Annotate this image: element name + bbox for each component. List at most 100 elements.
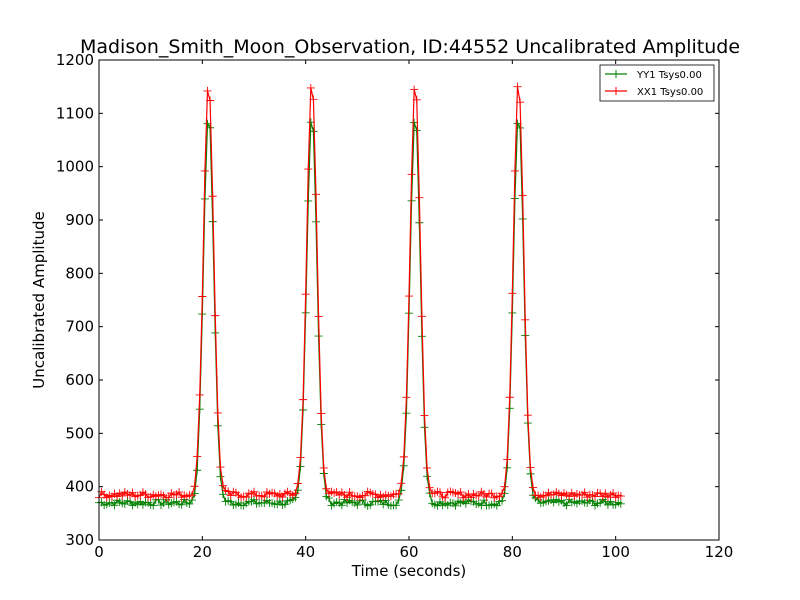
data-point-1-36 (188, 491, 196, 500)
data-point-0-38 (193, 466, 202, 475)
data-point-1-123 (412, 95, 421, 104)
data-point-1-160 (508, 289, 517, 298)
data-point-0-94 (337, 501, 346, 510)
data-point-0-83 (309, 127, 318, 136)
data-point-0-202 (616, 499, 625, 508)
data-point-1-157 (500, 482, 509, 491)
data-point-0-118 (399, 461, 408, 470)
y-tick-label: 500 (65, 424, 94, 442)
data-point-1-116 (394, 490, 403, 499)
data-point-0-6 (110, 501, 119, 510)
data-point-1-40 (198, 292, 207, 301)
x-tick-label: 100 (601, 543, 630, 561)
data-point-1-88 (322, 484, 331, 493)
data-point-1-122 (410, 85, 419, 94)
legend: YY1 Tsys0.00 XX1 Tsys0.00 (599, 64, 715, 102)
data-point-1-81 (304, 165, 313, 174)
data-point-0-123 (412, 126, 421, 135)
data-point-1-163 (516, 98, 525, 107)
data-point-0-78 (296, 462, 305, 471)
data-point-1-188 (580, 488, 589, 497)
data-point-1-82 (306, 83, 315, 92)
data-point-1-84 (312, 190, 320, 199)
data-point-1-125 (417, 312, 426, 321)
y-tick-label: 300 (65, 531, 94, 549)
data-point-1-60 (250, 487, 258, 496)
data-point-1-165 (521, 315, 530, 324)
data-point-1-118 (399, 452, 408, 461)
y-tick-label: 1000 (56, 158, 94, 176)
data-point-1-147 (474, 491, 483, 500)
x-tick-label: 20 (193, 543, 212, 561)
data-point-1-156 (498, 489, 506, 498)
data-point-1-140 (456, 488, 465, 497)
data-point-1-85 (314, 312, 323, 321)
y-tick-label: 400 (65, 478, 94, 496)
data-point-1-79 (299, 395, 308, 404)
y-tick-label: 1200 (56, 51, 94, 69)
y-axis-label: Uncalibrated Amplitude (30, 211, 48, 388)
data-point-1-83 (309, 95, 318, 104)
data-point-1-39 (195, 390, 204, 399)
data-point-1-38 (193, 452, 202, 461)
legend-marker-1 (612, 87, 620, 95)
data-point-1-121 (407, 170, 416, 179)
data-point-1-103 (361, 491, 370, 500)
data-point-1-46 (213, 408, 222, 417)
data-point-1-126 (420, 411, 429, 420)
y-tick-label: 600 (65, 371, 94, 389)
axis-ticks: 0 20 40 60 80 100 120 300 400 500 600 700 800 900 1000… (56, 51, 734, 561)
data-point-1-45 (211, 311, 220, 320)
series-line-0 (98, 121, 622, 507)
data-point-1-159 (505, 393, 514, 402)
data-point-1-134 (441, 493, 450, 502)
data-point-1-43 (206, 96, 215, 105)
legend-box (599, 64, 715, 102)
y-tick-label: 1100 (56, 104, 94, 122)
data-point-0-100 (353, 501, 362, 510)
data-point-1-119 (402, 393, 411, 402)
data-point-1-152 (487, 489, 496, 498)
data-point-0-21 (149, 501, 158, 510)
data-point-1-77 (293, 479, 302, 488)
data-point-0-154 (492, 501, 501, 510)
data-point-1-76 (291, 489, 300, 498)
data-point-1-87 (319, 463, 328, 472)
data-point-0-47 (216, 472, 225, 481)
data-point-1-64 (260, 492, 269, 501)
data-point-0-127 (423, 472, 432, 481)
data-point-1-128 (425, 483, 434, 492)
data-point-1-202 (616, 492, 625, 501)
data-point-1-132 (436, 488, 444, 497)
data-point-0-156 (498, 496, 506, 505)
data-point-1-164 (518, 191, 527, 200)
y-tick-label: 900 (65, 211, 94, 229)
data-point-1-41 (200, 166, 209, 175)
data-point-1-120 (405, 292, 413, 301)
data-point-1-167 (526, 463, 535, 472)
data-point-1-158 (503, 455, 512, 464)
data-point-1-37 (190, 482, 199, 491)
data-point-0-43 (206, 123, 215, 132)
data-point-1-117 (397, 479, 406, 488)
data-point-0-181 (562, 501, 571, 510)
data-point-1-166 (523, 411, 532, 420)
data-point-1-80 (301, 290, 310, 299)
data-point-1-78 (296, 453, 305, 462)
x-tick-label: 0 (94, 543, 104, 561)
data-point-1-31 (175, 488, 184, 497)
data-point-1-27 (164, 493, 173, 502)
data-point-0-138 (451, 501, 460, 510)
data-point-1-86 (317, 409, 326, 418)
data-point-0-163 (516, 123, 525, 132)
data-point-1-13 (128, 488, 137, 497)
legend-entry-0: YY1 Tsys0.00 (636, 70, 702, 81)
data-point-1-162 (513, 82, 522, 91)
data-point-0-81 (304, 196, 313, 205)
data-point-1-48 (219, 481, 227, 490)
data-point-1-161 (510, 166, 519, 175)
chart-title: Madison_Smith_Moon_Observation, ID:44552… (80, 36, 740, 58)
data-point-1-42 (203, 86, 212, 95)
y-tick-label: 800 (65, 264, 94, 282)
